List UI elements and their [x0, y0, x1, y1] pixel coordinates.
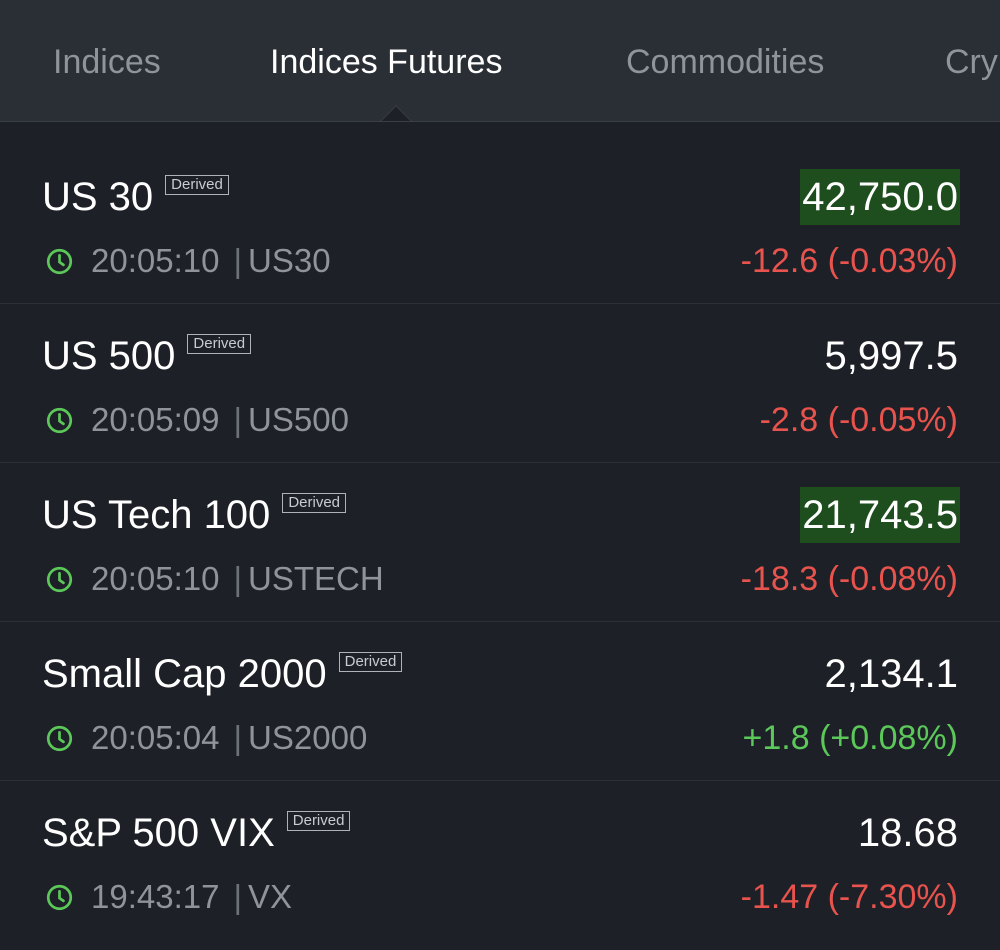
clock-icon: [46, 566, 73, 592]
tab-indices-futures[interactable]: Indices Futures: [270, 43, 503, 81]
quote-row-us30[interactable]: US 30 Derived 20:05:10 | US30 42,750.0 -…: [0, 145, 1000, 304]
price-change: -18.3 (-0.08%): [740, 560, 958, 598]
price-change: -1.47 (-7.30%): [740, 878, 958, 916]
instrument-symbol: US500: [248, 401, 349, 438]
instrument-name: US 30: [42, 175, 154, 219]
last-price: 42,750.0: [800, 169, 960, 225]
last-price: 18.68: [857, 811, 958, 855]
price-change: -2.8 (-0.05%): [759, 401, 958, 439]
separator: |: [233, 560, 243, 597]
instrument-name: S&P 500 VIX: [42, 811, 275, 855]
quote-time: 20:05:04: [91, 719, 220, 756]
derived-badge: Derived: [286, 811, 351, 831]
quote-time: 19:43:17: [91, 878, 220, 915]
clock-icon: [46, 407, 73, 433]
quote-row-ustech[interactable]: US Tech 100 Derived 20:05:10 | USTECH 21…: [0, 463, 1000, 622]
quote-time: 20:05:10: [91, 242, 220, 279]
instrument-symbol: US2000: [248, 719, 368, 756]
separator: |: [233, 719, 243, 756]
quote-row-us500[interactable]: US 500 Derived 20:05:09 | US500 5,997.5 …: [0, 304, 1000, 463]
derived-badge: Derived: [282, 493, 346, 513]
price-change: +1.8 (+0.08%): [742, 719, 958, 757]
instrument-symbol: USTECH: [248, 560, 384, 597]
instrument-symbol: US30: [248, 242, 331, 279]
instrument-name: US 500: [42, 334, 176, 378]
last-price: 2,134.1: [824, 652, 958, 696]
quote-time: 20:05:09: [91, 401, 220, 438]
quote-row-us2000[interactable]: Small Cap 2000 Derived 20:05:04 | US2000…: [0, 622, 1000, 781]
separator: |: [233, 878, 243, 915]
derived-badge: Derived: [187, 334, 252, 354]
tab-bar: Indices Indices Futures Commodities Cryp…: [0, 0, 1000, 122]
clock-icon: [46, 248, 73, 274]
instrument-name: US Tech 100: [42, 493, 271, 537]
active-tab-indicator: [379, 105, 413, 121]
tab-commodities[interactable]: Commodities: [626, 43, 825, 81]
separator: |: [233, 401, 243, 438]
clock-icon: [46, 884, 73, 910]
quote-row-vx[interactable]: S&P 500 VIX Derived 19:43:17 | VX 18.68 …: [0, 781, 1000, 940]
quote-time: 20:05:10: [91, 560, 220, 597]
instrument-symbol: VX: [248, 878, 293, 915]
derived-badge: Derived: [338, 652, 403, 672]
tab-crypto[interactable]: Crypto: [945, 43, 1000, 81]
last-price: 5,997.5: [824, 334, 958, 378]
separator: |: [233, 242, 243, 279]
quotes-list: US 30 Derived 20:05:10 | US30 42,750.0 -…: [0, 145, 1000, 940]
instrument-name: Small Cap 2000: [42, 652, 327, 696]
derived-badge: Derived: [165, 175, 229, 195]
clock-icon: [46, 725, 73, 751]
last-price: 21,743.5: [800, 487, 960, 543]
price-change: -12.6 (-0.03%): [740, 242, 958, 280]
tab-indices[interactable]: Indices: [53, 43, 161, 81]
